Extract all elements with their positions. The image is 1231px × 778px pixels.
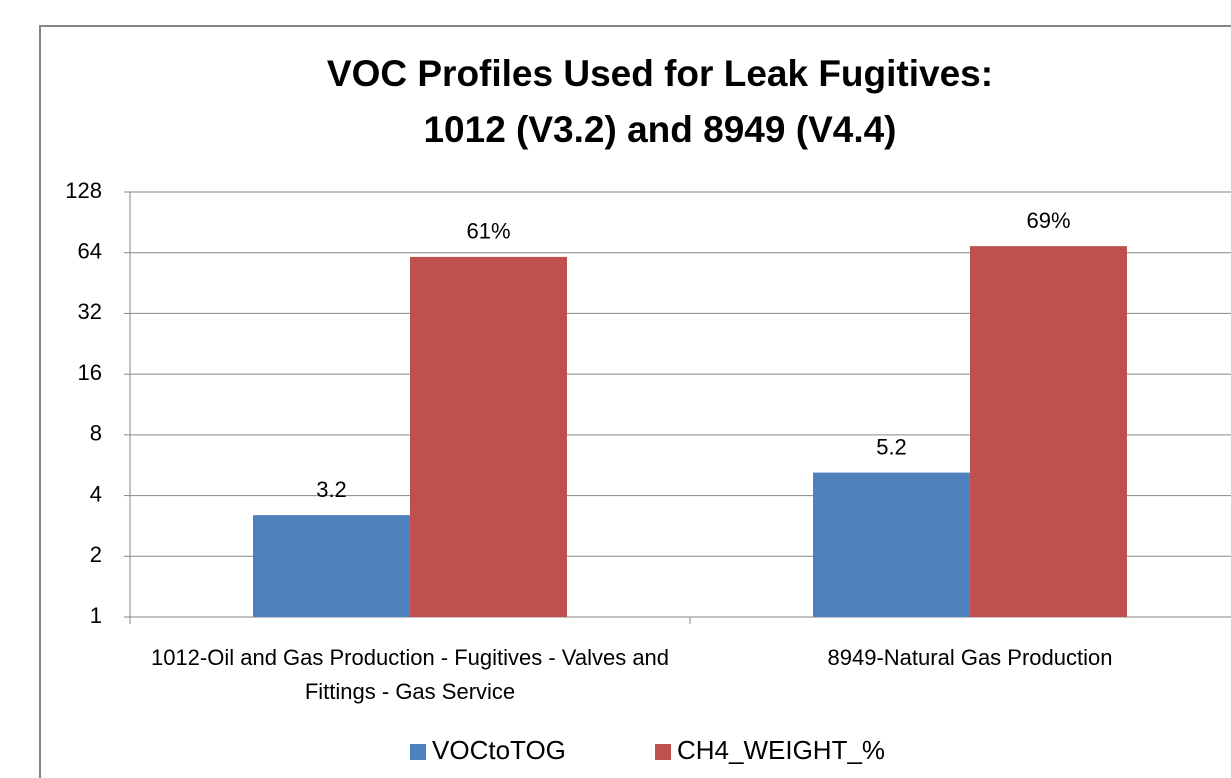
legend-label: VOCtoTOG bbox=[432, 735, 566, 765]
y-tick-label: 32 bbox=[78, 299, 102, 324]
legend-swatch bbox=[655, 744, 671, 760]
bar bbox=[813, 472, 970, 617]
data-label: 5.2 bbox=[876, 434, 907, 459]
y-tick-label: 16 bbox=[78, 360, 102, 385]
x-tick-label: 1012-Oil and Gas Production - Fugitives … bbox=[150, 645, 670, 704]
data-label: 61% bbox=[466, 219, 510, 244]
bar bbox=[253, 515, 410, 617]
y-tick-label: 4 bbox=[90, 481, 102, 506]
x-tick-label: 8949-Natural Gas Production bbox=[827, 645, 1113, 670]
y-tick-label: 8 bbox=[90, 421, 102, 446]
chart-title: 1012 (V3.2) and 8949 (V4.4) bbox=[423, 109, 896, 150]
data-label: 69% bbox=[1026, 208, 1070, 233]
y-tick-label: 1 bbox=[90, 603, 102, 628]
y-tick-label: 2 bbox=[90, 542, 102, 567]
legend-swatch bbox=[410, 744, 426, 760]
chart-title: VOC Profiles Used for Leak Fugitives: bbox=[327, 53, 993, 94]
y-tick-label: 64 bbox=[78, 239, 102, 264]
bar bbox=[410, 256, 567, 617]
data-label: 3.2 bbox=[316, 477, 347, 502]
y-tick-label: 128 bbox=[65, 178, 102, 203]
bar bbox=[970, 246, 1127, 617]
legend-label: CH4_WEIGHT_% bbox=[677, 735, 885, 765]
